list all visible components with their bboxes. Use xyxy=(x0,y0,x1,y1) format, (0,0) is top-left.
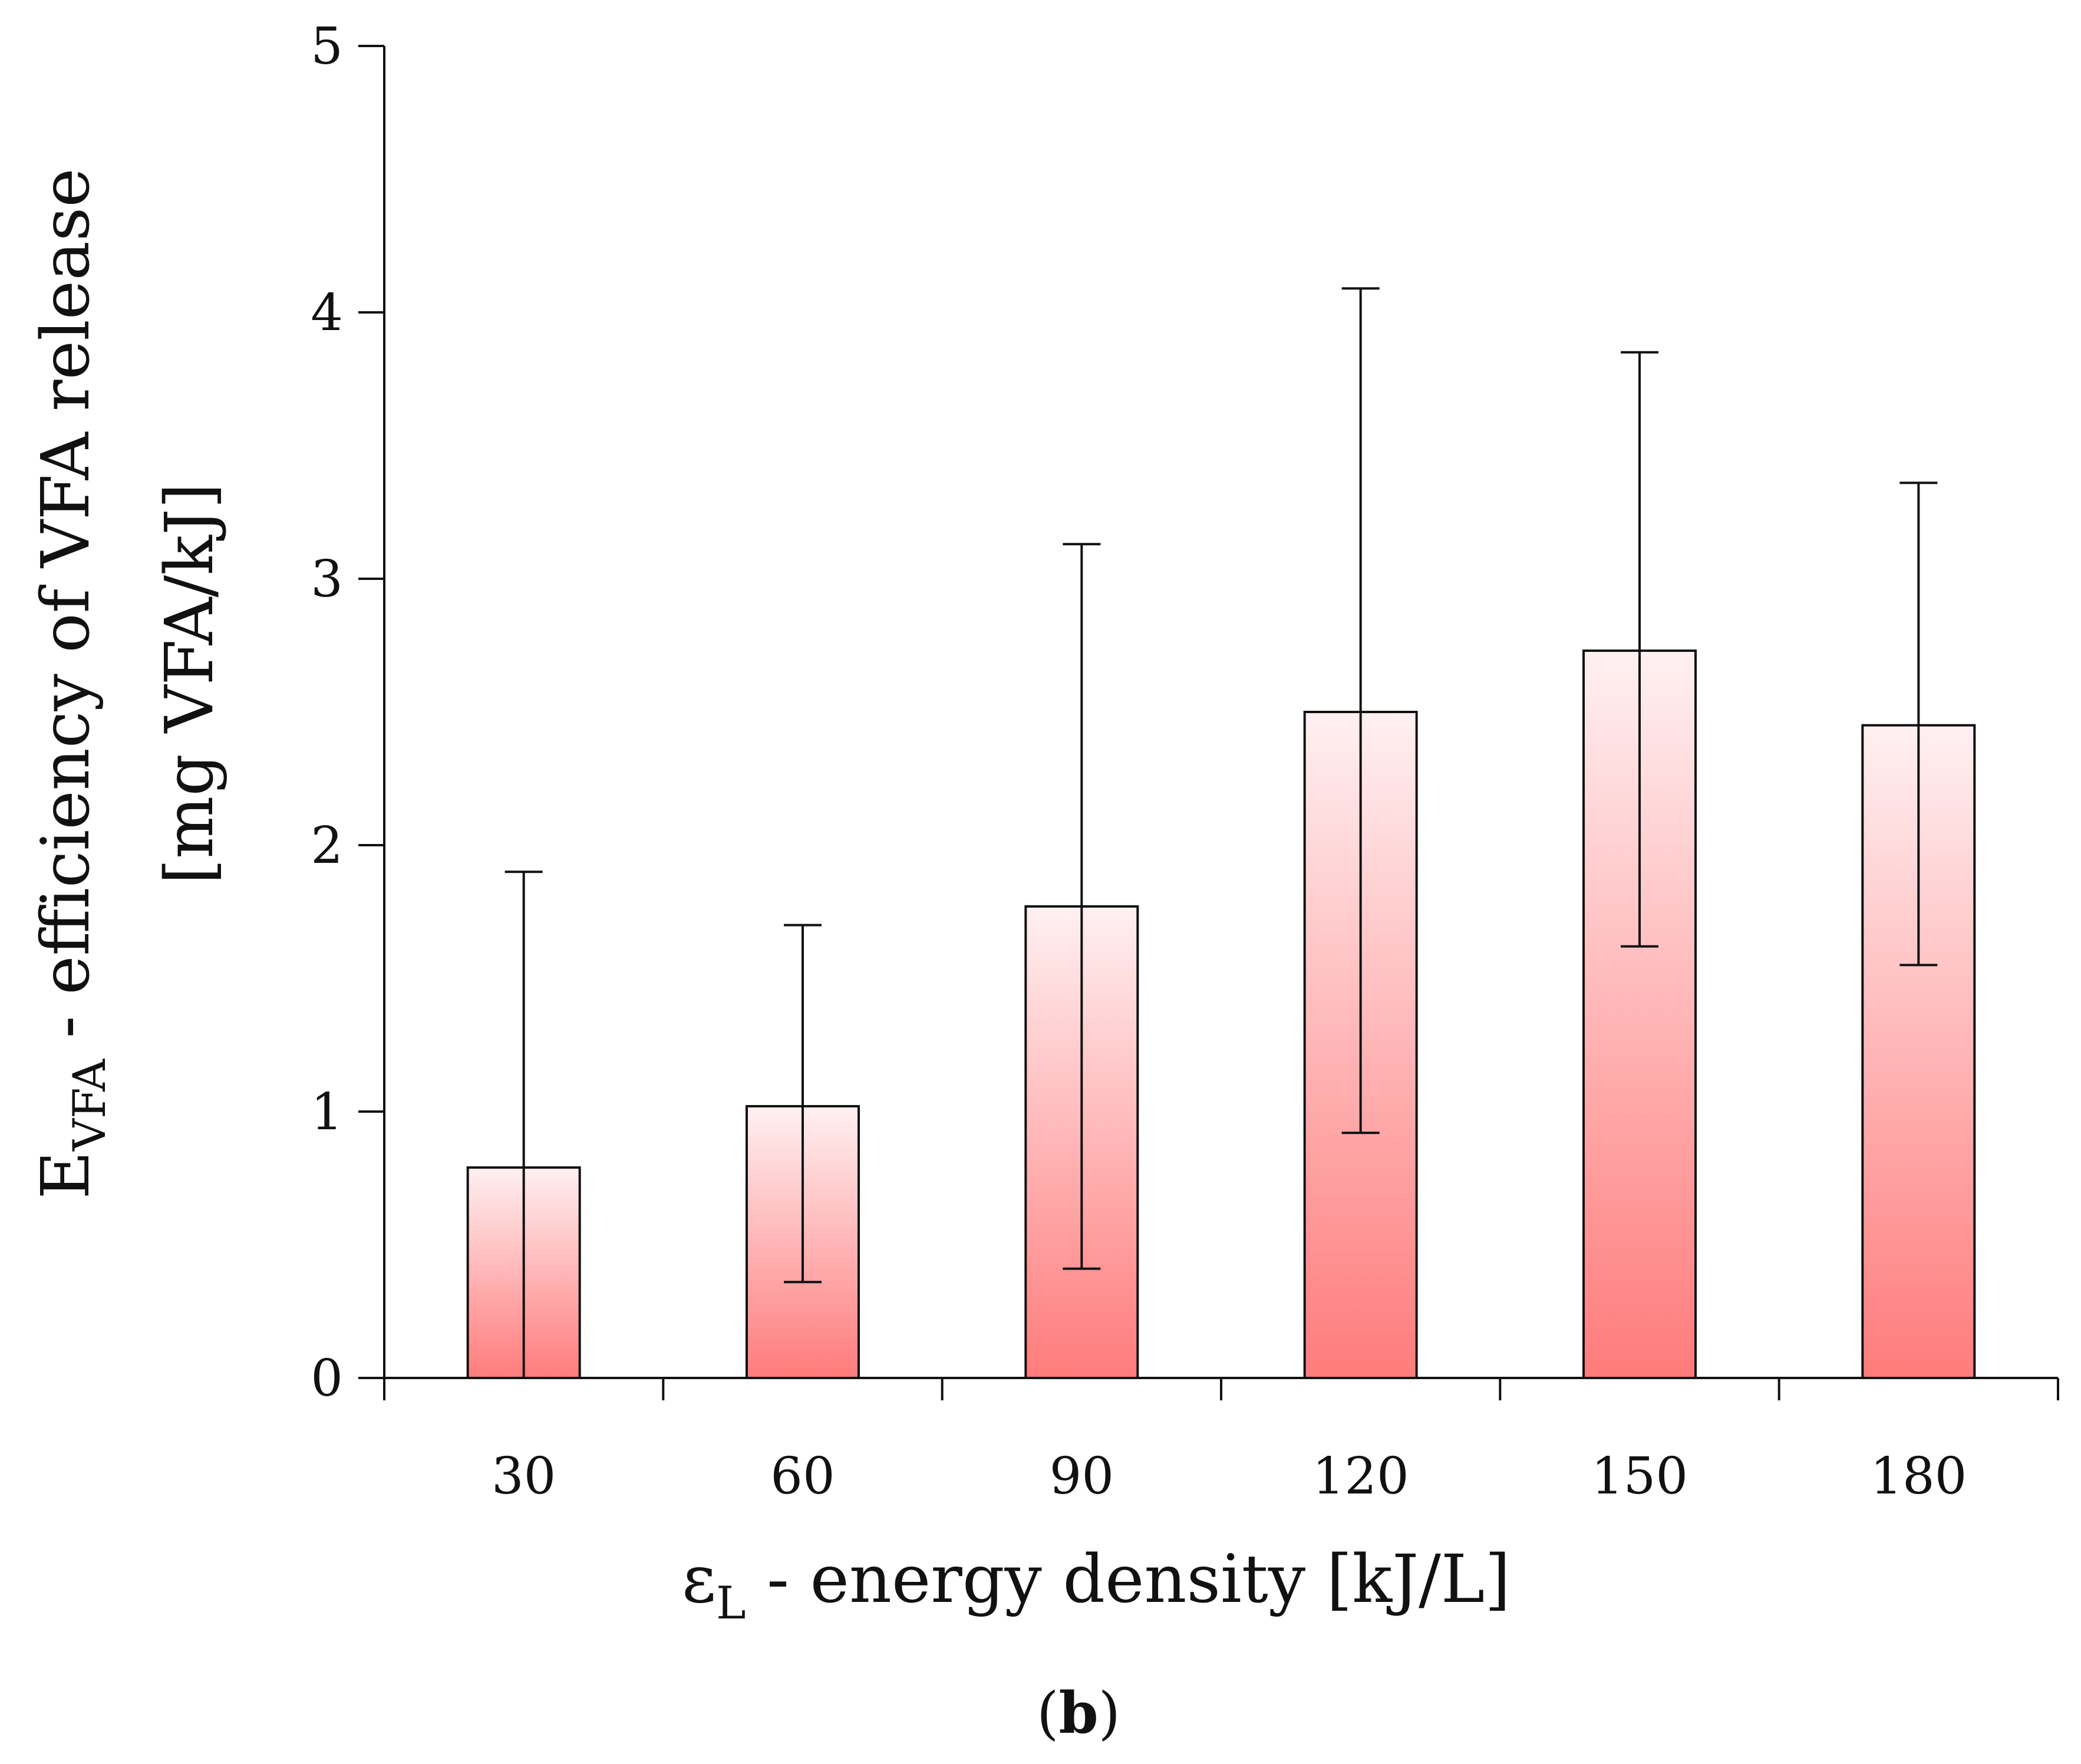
y-tick-label: 5 xyxy=(311,17,343,76)
x-tick-label: 90 xyxy=(1050,1447,1114,1506)
y-tick-label: 4 xyxy=(311,283,343,342)
y-tick-label: 2 xyxy=(311,816,343,875)
y-ticks: 0 1 2 3 4 5 xyxy=(311,17,384,1408)
x-tick-label: 120 xyxy=(1312,1447,1409,1506)
x-axis-title: εL - energy density [kJ/L] xyxy=(682,1541,1511,1629)
y-axis-title-line2: [mg VFA/kJ] xyxy=(151,483,228,884)
y-axis-text: - efficiency of VFA release xyxy=(28,168,104,1059)
x-tick-label: 30 xyxy=(492,1447,556,1506)
panel-label: (b) xyxy=(1037,1680,1120,1746)
y-tick-label: 0 xyxy=(311,1349,343,1408)
y-axis-symbol: E xyxy=(28,1151,104,1199)
x-axis-text: - energy density [kJ/L] xyxy=(746,1541,1511,1618)
panel-label-letter: b xyxy=(1058,1680,1098,1746)
y-axis-title-line1: EVFA - efficiency of VFA release xyxy=(28,168,116,1199)
x-tick-label: 150 xyxy=(1591,1447,1688,1506)
x-axis-symbol: ε xyxy=(682,1541,716,1618)
axes xyxy=(383,46,2058,1379)
panel-label-close: ) xyxy=(1099,1680,1120,1746)
y-tick-label: 1 xyxy=(311,1083,343,1142)
error-bars xyxy=(504,287,1938,1378)
x-tick-label: 180 xyxy=(1870,1447,1967,1506)
x-axis-subscript: L xyxy=(716,1577,746,1629)
y-axis-title: EVFA - efficiency of VFA release [mg VFA… xyxy=(28,168,228,1199)
bars xyxy=(466,649,1976,1380)
x-tick-label: 60 xyxy=(770,1447,835,1506)
y-axis-subscript: VFA xyxy=(63,1059,116,1152)
panel-label-open: ( xyxy=(1037,1680,1058,1746)
y-tick-label: 3 xyxy=(311,550,343,609)
x-ticks: 30 60 90 120 150 180 xyxy=(383,1378,2059,1506)
